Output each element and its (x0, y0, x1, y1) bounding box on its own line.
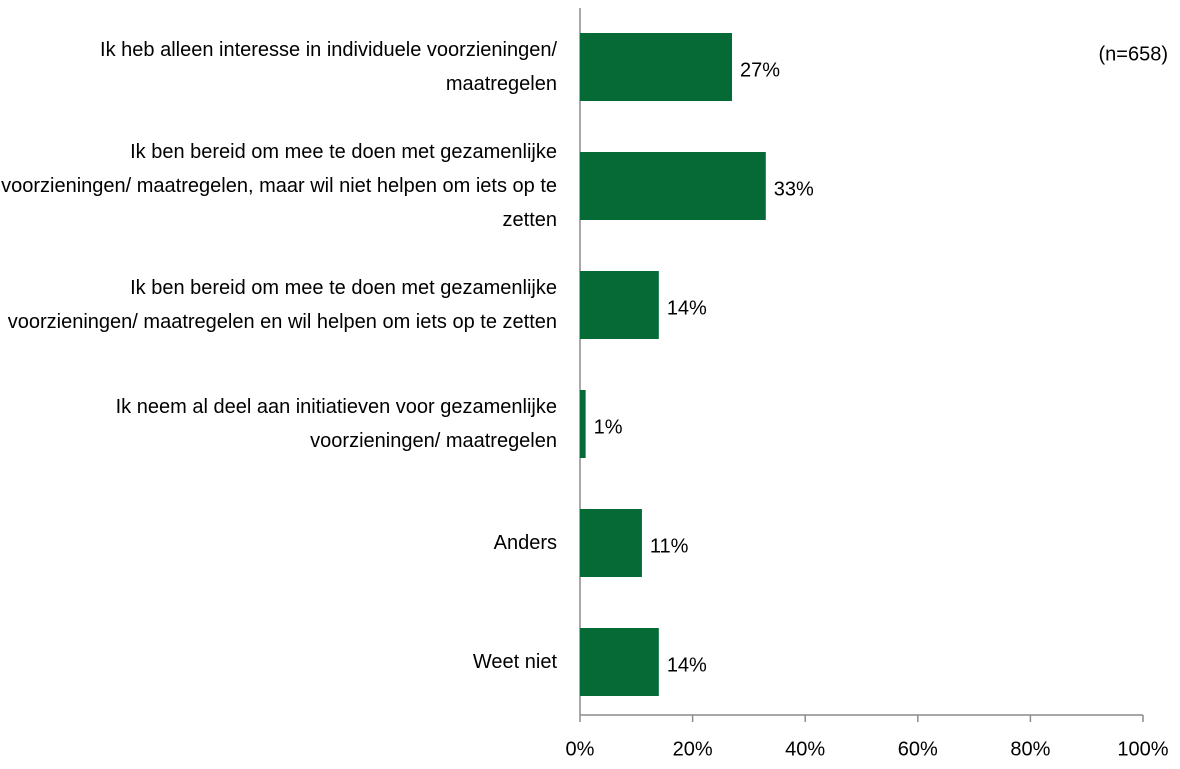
bar (580, 152, 766, 220)
bar (580, 271, 659, 339)
annotation: (n=658) (1099, 43, 1169, 65)
category-label: Ik ben bereid om mee te doen met gezamen… (7, 277, 557, 333)
category-label: Ik ben bereid om mee te doen met gezamen… (1, 141, 557, 231)
bar (580, 390, 586, 458)
value-label: 14% (667, 297, 707, 319)
value-label: 1% (594, 416, 623, 438)
category-label: Weet niet (472, 651, 557, 673)
bar (580, 33, 733, 101)
category-label: Ik heb alleen interesse in individuele v… (100, 39, 557, 95)
x-tick-label: 60% (898, 738, 938, 760)
bar (580, 628, 659, 696)
value-label: 14% (667, 654, 707, 676)
x-tick-label: 20% (673, 738, 713, 760)
value-label: 11% (650, 535, 689, 557)
x-tick-label: 0% (566, 738, 595, 760)
x-tick-label: 100% (1117, 738, 1168, 760)
value-label: 33% (774, 178, 814, 200)
category-label: Ik neem al deel aan initiatieven voor ge… (115, 396, 557, 452)
x-tick-label: 40% (785, 738, 825, 760)
bar (580, 509, 642, 577)
x-tick-label: 80% (1010, 738, 1050, 760)
category-label: Anders (493, 532, 557, 554)
value-label: 27% (740, 59, 780, 81)
